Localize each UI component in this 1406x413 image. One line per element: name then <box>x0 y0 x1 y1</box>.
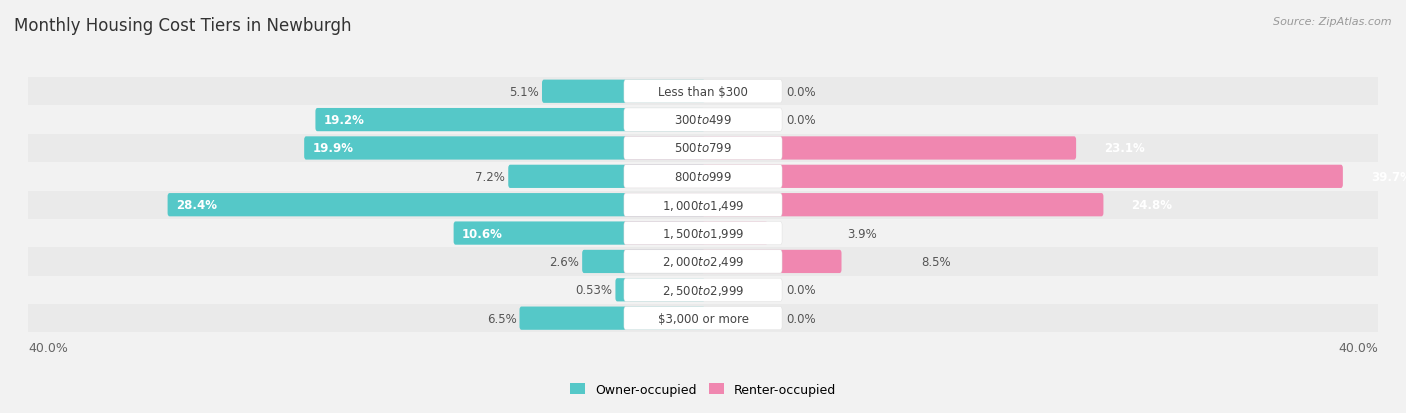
Text: 6.5%: 6.5% <box>486 312 516 325</box>
FancyBboxPatch shape <box>508 165 704 188</box>
Bar <box>28 163 1378 191</box>
Text: 2.6%: 2.6% <box>550 255 579 268</box>
FancyBboxPatch shape <box>624 165 782 188</box>
Text: $2,500 to $2,999: $2,500 to $2,999 <box>662 283 744 297</box>
FancyBboxPatch shape <box>519 307 704 330</box>
Text: Less than $300: Less than $300 <box>658 85 748 98</box>
Text: 23.1%: 23.1% <box>1104 142 1144 155</box>
Bar <box>28 135 1378 163</box>
Text: $300 to $499: $300 to $499 <box>673 114 733 127</box>
Text: 39.7%: 39.7% <box>1371 171 1406 183</box>
Text: $1,000 to $1,499: $1,000 to $1,499 <box>662 198 744 212</box>
Text: 0.0%: 0.0% <box>786 85 815 98</box>
Text: $500 to $799: $500 to $799 <box>673 142 733 155</box>
Text: 0.0%: 0.0% <box>786 114 815 127</box>
FancyBboxPatch shape <box>624 222 768 245</box>
FancyBboxPatch shape <box>624 250 782 273</box>
Text: $3,000 or more: $3,000 or more <box>658 312 748 325</box>
FancyBboxPatch shape <box>454 222 704 245</box>
FancyBboxPatch shape <box>541 81 704 104</box>
Text: 0.53%: 0.53% <box>575 284 613 297</box>
Bar <box>28 219 1378 248</box>
FancyBboxPatch shape <box>624 278 782 301</box>
FancyBboxPatch shape <box>624 137 1076 160</box>
Text: 10.6%: 10.6% <box>463 227 503 240</box>
FancyBboxPatch shape <box>624 194 782 217</box>
FancyBboxPatch shape <box>304 137 704 160</box>
FancyBboxPatch shape <box>624 194 1104 217</box>
FancyBboxPatch shape <box>167 194 704 217</box>
FancyBboxPatch shape <box>616 278 704 301</box>
Text: 19.9%: 19.9% <box>312 142 353 155</box>
FancyBboxPatch shape <box>624 222 782 245</box>
FancyBboxPatch shape <box>624 250 842 273</box>
Bar <box>28 106 1378 135</box>
Text: 3.9%: 3.9% <box>848 227 877 240</box>
Text: 19.2%: 19.2% <box>323 114 364 127</box>
Text: 7.2%: 7.2% <box>475 171 505 183</box>
Bar <box>28 276 1378 304</box>
Text: Source: ZipAtlas.com: Source: ZipAtlas.com <box>1274 17 1392 26</box>
FancyBboxPatch shape <box>624 109 782 132</box>
Text: 40.0%: 40.0% <box>28 342 67 355</box>
FancyBboxPatch shape <box>624 165 1343 188</box>
Text: $1,500 to $1,999: $1,500 to $1,999 <box>662 226 744 240</box>
Legend: Owner-occupied, Renter-occupied: Owner-occupied, Renter-occupied <box>565 378 841 401</box>
Bar <box>28 78 1378 106</box>
FancyBboxPatch shape <box>624 307 782 330</box>
Text: 8.5%: 8.5% <box>921 255 950 268</box>
Text: 5.1%: 5.1% <box>509 85 538 98</box>
Text: Monthly Housing Cost Tiers in Newburgh: Monthly Housing Cost Tiers in Newburgh <box>14 17 352 34</box>
Text: 24.8%: 24.8% <box>1132 199 1173 212</box>
FancyBboxPatch shape <box>315 109 704 132</box>
Text: 0.0%: 0.0% <box>786 284 815 297</box>
Text: 40.0%: 40.0% <box>1339 342 1378 355</box>
Bar <box>28 191 1378 219</box>
FancyBboxPatch shape <box>582 250 704 273</box>
Text: $2,000 to $2,499: $2,000 to $2,499 <box>662 255 744 269</box>
FancyBboxPatch shape <box>624 81 782 104</box>
Text: 28.4%: 28.4% <box>176 199 217 212</box>
FancyBboxPatch shape <box>624 137 782 160</box>
Bar <box>28 304 1378 332</box>
Text: 0.0%: 0.0% <box>786 312 815 325</box>
Text: $800 to $999: $800 to $999 <box>673 171 733 183</box>
Bar <box>28 248 1378 276</box>
